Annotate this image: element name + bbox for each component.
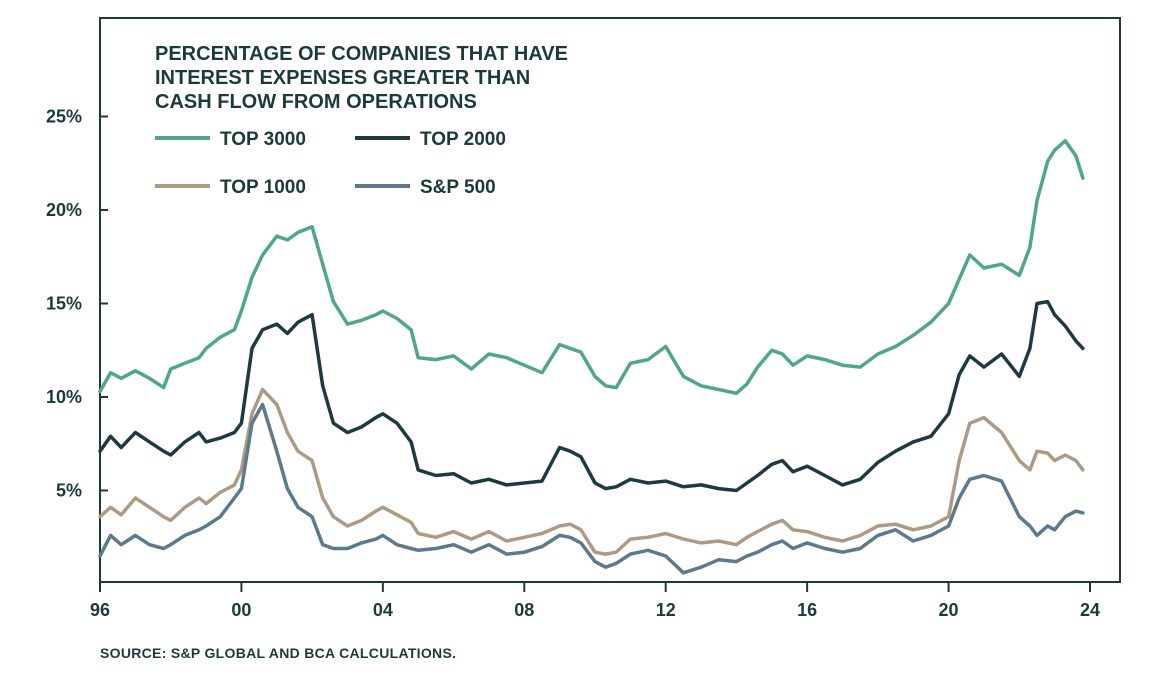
legend-item-top-1000: TOP 1000	[155, 177, 306, 198]
x-tick-label: 08	[514, 600, 534, 620]
series-line-top-2000	[98, 299, 1085, 493]
series-line-top-1000	[98, 387, 1085, 556]
y-tick-label: 20%	[46, 200, 82, 220]
y-tick-label: 5%	[56, 481, 82, 501]
legend-label-top-2000: TOP 2000	[420, 129, 506, 150]
x-tick-label: 24	[1080, 600, 1100, 620]
series-line-top-3000	[98, 139, 1085, 396]
legend-label-top-3000: TOP 3000	[220, 129, 306, 150]
legend: TOP 3000 TOP 2000 TOP 1000 S&P 500	[155, 129, 506, 198]
plot-frame	[99, 17, 1121, 583]
chart-title-line-2: INTEREST EXPENSES GREATER THAN	[155, 67, 530, 89]
source-note: SOURCE: S&P GLOBAL AND BCA CALCULATIONS.	[100, 645, 457, 661]
x-tick-label: 00	[231, 600, 251, 620]
series-layer	[98, 139, 1085, 575]
legend-item-sp-500: S&P 500	[355, 177, 496, 198]
chart-title-line-1: PERCENTAGE OF COMPANIES THAT HAVE	[155, 43, 568, 65]
legend-label-sp-500: S&P 500	[420, 177, 496, 198]
x-tick-label: 12	[656, 600, 676, 620]
y-tick-label: 25%	[46, 107, 82, 127]
x-tick-label: 20	[939, 600, 959, 620]
x-tick-label: 16	[797, 600, 817, 620]
x-tick-label: 96	[90, 600, 110, 620]
chart-title-line-3: CASH FLOW FROM OPERATIONS	[155, 91, 477, 113]
series-line-sp-500	[98, 402, 1085, 575]
x-axis: 96 00 04 08 12 16 20 24	[90, 582, 1100, 620]
chart-title: PERCENTAGE OF COMPANIES THAT HAVE INTERE…	[155, 43, 568, 113]
y-tick-label: 15%	[46, 294, 82, 314]
legend-label-top-1000: TOP 1000	[220, 177, 306, 198]
x-tick-label: 04	[373, 600, 393, 620]
legend-item-top-2000: TOP 2000	[355, 129, 506, 150]
y-axis: 5% 10% 15% 20% 25%	[46, 107, 108, 501]
legend-item-top-3000: TOP 3000	[155, 129, 306, 150]
y-tick-label: 10%	[46, 387, 82, 407]
